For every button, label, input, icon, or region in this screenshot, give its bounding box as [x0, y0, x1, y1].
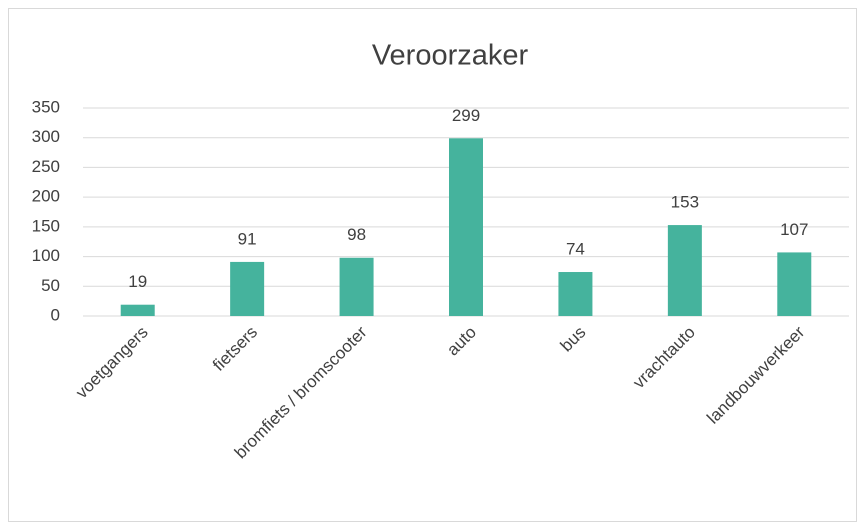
data-label: 19: [128, 272, 147, 291]
y-tick-label: 150: [32, 216, 60, 235]
bar: [230, 261, 265, 316]
y-tick-label: 250: [32, 157, 60, 176]
data-label: 299: [452, 106, 480, 125]
y-tick-label: 300: [32, 127, 60, 146]
data-label: 107: [780, 220, 808, 239]
chart-border: [8, 8, 857, 522]
data-label: 153: [671, 193, 699, 212]
data-label: 98: [347, 225, 366, 244]
y-tick-label: 350: [32, 97, 60, 116]
data-label: 74: [566, 240, 585, 259]
bar: [339, 257, 374, 316]
y-tick-label: 100: [32, 246, 60, 265]
data-label: 91: [238, 229, 257, 248]
bar: [667, 225, 702, 316]
y-tick-label: 50: [41, 276, 60, 295]
y-tick-label: 200: [32, 187, 60, 206]
bar: [558, 272, 593, 316]
chart-title: Veroorzaker: [372, 40, 529, 72]
bar: [120, 304, 155, 316]
bar: [449, 138, 483, 316]
bar: [777, 252, 812, 316]
y-tick-label: 0: [51, 305, 60, 324]
